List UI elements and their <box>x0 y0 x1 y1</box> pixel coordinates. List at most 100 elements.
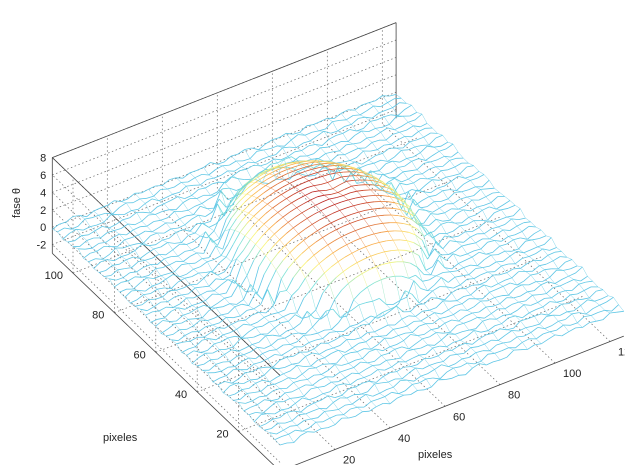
surface-mesh-line <box>344 377 356 388</box>
surface-mesh-line <box>471 199 478 208</box>
surface-mesh-line <box>344 185 352 190</box>
surface-mesh-line <box>231 372 246 384</box>
surface-mesh-line <box>245 372 251 381</box>
surface-mesh-line <box>279 159 285 166</box>
surface-mesh-line <box>299 190 306 196</box>
surface-mesh-line <box>281 321 289 324</box>
surface-mesh-line <box>188 263 194 270</box>
surface-mesh-line <box>482 206 490 211</box>
surface-mesh-line <box>305 277 311 291</box>
surface-mesh-line <box>222 187 230 190</box>
surface-mesh-line <box>300 411 317 423</box>
surface-mesh-line <box>258 312 275 329</box>
surface-mesh-line <box>374 331 385 339</box>
surface-mesh-line <box>182 202 189 211</box>
surface-mesh-line <box>406 240 414 243</box>
surface-mesh-line <box>339 210 346 217</box>
surface-mesh-line <box>401 315 409 320</box>
surface-mesh-line <box>257 347 263 354</box>
surface-mesh-line <box>480 188 488 190</box>
surface-mesh-line <box>267 354 275 360</box>
surface-mesh-line <box>219 256 227 264</box>
surface-mesh-line <box>181 318 189 324</box>
surface-mesh-line <box>329 197 337 200</box>
surface-mesh-line <box>217 381 225 386</box>
surface-mesh-line <box>320 310 327 320</box>
surface-mesh-line <box>370 255 377 267</box>
surface-mesh-line <box>597 309 605 313</box>
surface-mesh-line <box>267 233 275 242</box>
surface-mesh-line <box>141 221 158 234</box>
surface-mesh-line <box>289 183 296 188</box>
surface-mesh-line <box>348 277 356 284</box>
surface-mesh-line <box>368 266 377 271</box>
surface-mesh-line <box>298 134 306 136</box>
surface-mesh-line <box>298 160 306 162</box>
surface-mesh-line <box>508 236 514 240</box>
surface-mesh-line <box>122 245 130 249</box>
surface-mesh-line <box>501 287 516 297</box>
surface-mesh-line <box>435 241 444 250</box>
surface-mesh-line <box>450 353 458 356</box>
surface-mesh-line <box>399 132 405 137</box>
surface-mesh-line <box>138 259 146 262</box>
surface-mesh-line <box>278 356 306 370</box>
surface-mesh-line <box>301 208 310 214</box>
surface-mesh-line <box>346 168 352 173</box>
surface-mesh-line <box>444 377 452 380</box>
surface-mesh-line <box>215 364 222 372</box>
surface-mesh-line <box>390 139 399 145</box>
surface-mesh-line <box>395 94 412 106</box>
surface-mesh-line <box>122 217 130 221</box>
surface-mesh-line <box>542 248 550 251</box>
surface-mesh-line <box>313 124 324 132</box>
surface-mesh-line <box>174 294 182 298</box>
surface-mesh-line <box>420 207 426 211</box>
surface-mesh-line <box>279 177 285 181</box>
surface-mesh-line <box>234 193 242 202</box>
surface-mesh-line <box>209 363 217 371</box>
surface-mesh-line <box>564 259 573 263</box>
surface-mesh-line <box>315 309 322 320</box>
surface-mesh-line <box>188 319 194 326</box>
surface-mesh-line <box>217 155 232 165</box>
surface-mesh-line <box>509 250 518 257</box>
surface-mesh-line <box>213 214 222 232</box>
surface-mesh-line <box>441 364 449 367</box>
surface-mesh-line <box>336 385 343 396</box>
surface-mesh-line <box>249 197 258 205</box>
surface-mesh-line <box>616 310 624 313</box>
surface-mesh-line <box>418 255 427 271</box>
surface-mesh-line <box>203 223 210 228</box>
surface-mesh-line <box>359 105 374 116</box>
surface-mesh-line <box>264 399 272 402</box>
surface-mesh-line <box>207 261 213 272</box>
surface-mesh-line <box>413 349 420 356</box>
surface-mesh-line <box>272 306 279 313</box>
surface-mesh-line <box>279 198 287 204</box>
surface-mesh-line <box>487 352 495 355</box>
surface-mesh-line <box>319 339 348 355</box>
surface-mesh-line <box>482 210 488 221</box>
surface-mesh-line <box>334 201 342 205</box>
surface-mesh-line <box>177 331 193 342</box>
surface-mesh-line <box>547 255 554 261</box>
surface-mesh-line <box>399 209 406 218</box>
surface-mesh-line <box>355 227 363 231</box>
surface-mesh-line <box>129 245 151 265</box>
surface-mesh-line <box>318 161 325 163</box>
surface-mesh-line <box>220 190 229 201</box>
surface-mesh-line <box>365 170 371 175</box>
surface-mesh-line <box>207 306 236 321</box>
surface-mesh-line <box>224 349 232 355</box>
surface-mesh-line <box>455 320 483 335</box>
surface-mesh-line <box>485 221 493 223</box>
surface-mesh-line <box>148 189 165 204</box>
surface-mesh-line <box>442 160 450 167</box>
surface-mesh-line <box>363 319 370 325</box>
surface-mesh-line <box>426 377 433 380</box>
surface-mesh-line <box>381 355 387 361</box>
surface-mesh-line <box>353 238 361 242</box>
surface-mesh-line <box>440 221 449 225</box>
surface-mesh-line <box>508 204 516 209</box>
